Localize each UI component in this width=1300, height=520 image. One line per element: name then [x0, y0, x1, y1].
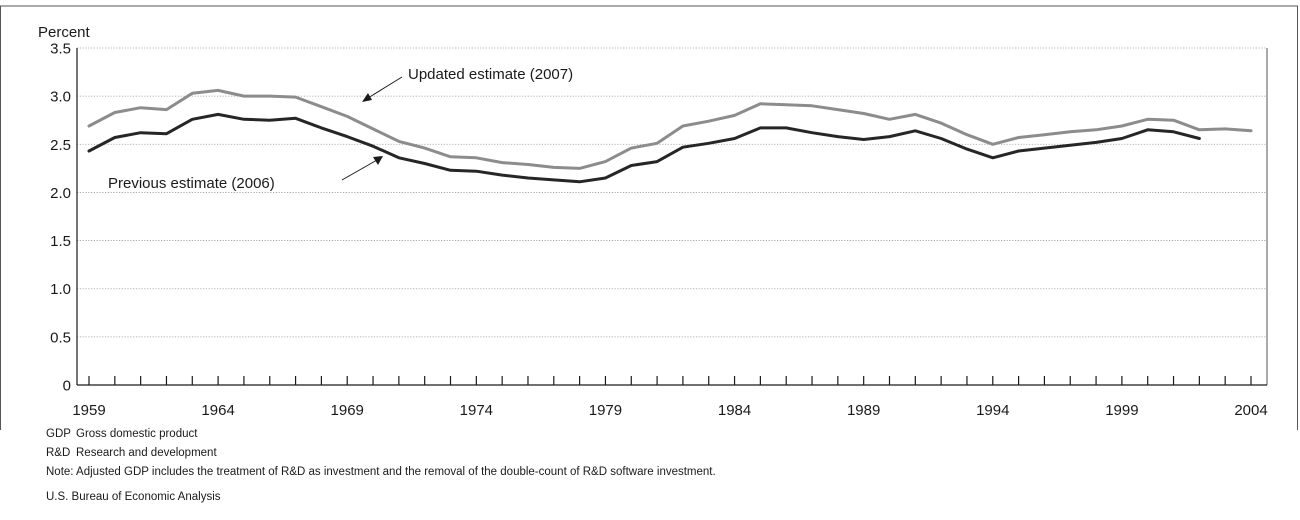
- axes: [76, 48, 1268, 386]
- footnote-gdp: GDP Gross domestic product: [46, 428, 197, 440]
- annotation-arrowhead-updated: [362, 93, 372, 102]
- x-tick-label: 1969: [331, 402, 364, 419]
- footnote-rd: R&D Research and development: [46, 447, 217, 459]
- source-credit: U.S. Bureau of Economic Analysis: [46, 491, 221, 503]
- annotation-arrow-previous: [341, 159, 378, 181]
- y-tick-labels: 0 0.5 1.0 1.5 2.0 2.5 3.0 3.5: [50, 41, 71, 395]
- footnote-gdp-abbr: GDP: [46, 428, 71, 440]
- series-line-updated-estimate: [87, 88, 1253, 170]
- x-tick-label: 2004: [1234, 402, 1267, 419]
- annotation-previous-estimate: Previous estimate (2006): [108, 175, 275, 192]
- y-axis-label: Percent: [38, 24, 91, 41]
- x-tick-label: 1959: [72, 402, 105, 419]
- y-tick-label: 1.0: [50, 281, 71, 298]
- annotations: Updated estimate (2007) Previous estimat…: [108, 66, 573, 192]
- annotation-arrow-updated: [367, 76, 403, 99]
- gridlines: [77, 47, 1267, 338]
- x-tick-label: 1964: [201, 402, 234, 419]
- y-tick-label: 2.5: [50, 137, 71, 154]
- y-tick-label: 0.5: [50, 329, 71, 346]
- footnote-rd-abbr: R&D: [46, 447, 71, 459]
- annotation-arrowhead-previous: [373, 156, 383, 165]
- series-line-previous-estimate: [87, 112, 1201, 184]
- x-tick-labels: 1959 1964 1969 1974 1979 1984 1989 1994 1999 2004: [72, 402, 1267, 419]
- line-chart: Percent 00.51.01.52.02.53.03.5 1959 1964 1…: [0, 5, 1298, 430]
- panel-border: [0, 5, 1298, 430]
- series-lines: [87, 88, 1253, 184]
- x-tick-label: 1984: [718, 402, 751, 419]
- y-tick-label: 3.0: [50, 89, 71, 106]
- y-tick-label: 2.0: [50, 185, 71, 202]
- footnote-rd-definition: Research and development: [76, 447, 217, 459]
- x-tick-label: 1979: [589, 402, 622, 419]
- footnote-gdp-definition: Gross domestic product: [76, 428, 198, 440]
- x-tick-label: 1974: [460, 402, 493, 419]
- footnote-note: Note: Adjusted GDP includes the treatmen…: [46, 466, 716, 478]
- x-tick-label: 1989: [847, 402, 880, 419]
- x-tick-label: 1999: [1105, 402, 1138, 419]
- y-tick-label: 3.5: [50, 41, 71, 58]
- y-tick-label: 0: [63, 378, 71, 395]
- x-tick-label: 1994: [976, 402, 1009, 419]
- y-tick-label: 1.5: [50, 233, 71, 250]
- annotation-updated-estimate: Updated estimate (2007): [408, 66, 573, 83]
